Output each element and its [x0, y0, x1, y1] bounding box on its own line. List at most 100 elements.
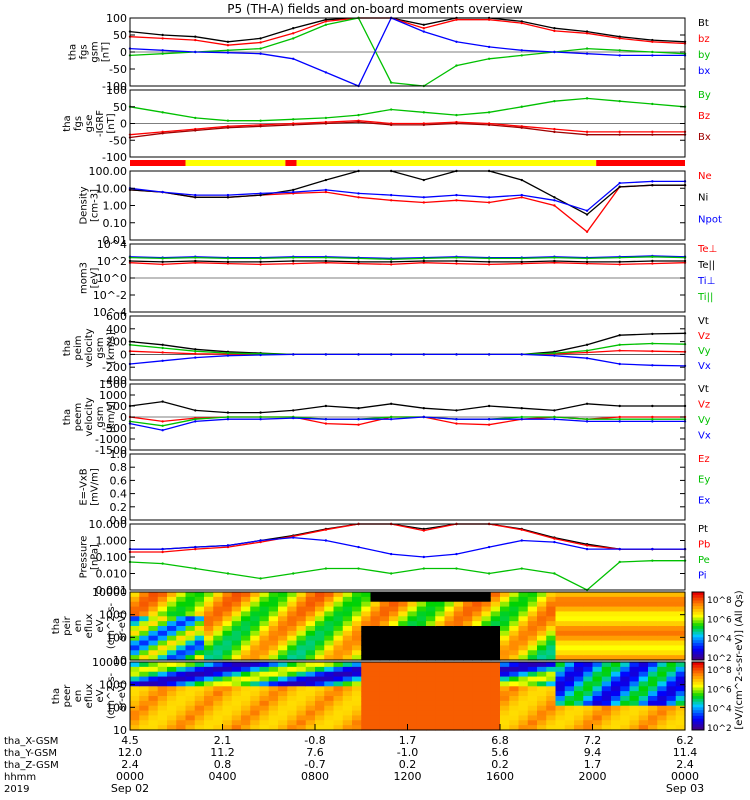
panel-2	[128, 89, 687, 158]
data-point	[520, 178, 523, 182]
spectrogram-cell	[389, 720, 399, 726]
spectrogram-cell	[611, 725, 621, 731]
spectrogram-cell	[305, 662, 316, 668]
spectrogram-cell	[231, 601, 242, 608]
spectrogram-cell	[407, 621, 418, 627]
spectrogram-cell	[139, 592, 150, 598]
spectrogram-cell	[453, 616, 464, 622]
spectrogram-cell	[213, 676, 224, 683]
spectrogram-cell	[389, 596, 399, 603]
spectrogram-cell	[675, 621, 686, 627]
spectrogram-cell	[518, 601, 529, 608]
spectrogram-cell	[361, 626, 372, 632]
spectrogram-cell	[176, 616, 187, 622]
spectrogram-cell	[379, 666, 390, 673]
spectrogram-cell	[666, 696, 677, 702]
spectrogram-cell	[361, 710, 372, 717]
spectrogram-cell	[287, 676, 298, 683]
x-tick-label-x: 6.8	[491, 734, 509, 747]
spectrogram-cell	[148, 606, 159, 613]
spectrogram-cell	[287, 662, 298, 668]
spectrogram-cell	[564, 720, 575, 726]
data-point	[292, 256, 295, 259]
spectrogram-cell	[444, 725, 455, 731]
spectrogram-cell	[222, 715, 233, 721]
legend-entry: Bt	[698, 18, 709, 29]
data-point	[324, 567, 328, 570]
spectrogram-cell	[268, 621, 279, 627]
spectrogram-cell	[222, 686, 233, 692]
data-point	[357, 567, 360, 570]
data-point	[618, 54, 621, 57]
legend-entry: Vt	[698, 316, 709, 327]
spectrogram-cell	[361, 630, 372, 637]
spectrogram-cell	[333, 705, 344, 712]
spectrogram-cell	[389, 630, 399, 637]
spectrogram-cell	[500, 655, 510, 661]
data-point	[226, 119, 230, 122]
series-line-npot	[129, 180, 685, 212]
spectrogram-cell	[583, 671, 594, 678]
spectrogram-cell	[638, 710, 649, 717]
spectrogram-cell	[324, 710, 335, 717]
spectrogram-cell	[601, 671, 612, 678]
spectrogram-cell	[148, 691, 159, 697]
data-point	[520, 528, 523, 531]
spectrogram-cell	[435, 705, 446, 712]
data-point	[487, 263, 491, 266]
spectrogram-cell	[379, 596, 390, 603]
x-tick-label-date: Sep 02	[111, 782, 149, 795]
spectrogram-cell	[194, 655, 205, 661]
data-point	[422, 30, 426, 33]
data-point	[292, 37, 295, 40]
spectrogram-cell	[435, 626, 446, 632]
spectrogram-cell	[574, 705, 584, 712]
data-point	[389, 572, 393, 575]
spectrogram-cell	[296, 621, 307, 627]
spectrogram-cell	[444, 710, 455, 717]
spectrogram-cell	[481, 686, 492, 692]
spectrogram-cell	[324, 715, 335, 721]
spectrogram-cell	[398, 715, 409, 721]
spectrogram-cell	[426, 645, 436, 651]
spectrogram-cell	[657, 611, 668, 617]
data-point	[194, 259, 197, 263]
y-axis-label: gsm	[95, 406, 106, 427]
spectrogram-cell	[241, 671, 251, 678]
spectrogram-cell	[657, 676, 668, 683]
spectrogram-cell	[527, 621, 538, 627]
spectrogram-cell	[426, 611, 436, 617]
spectrogram-cell	[370, 710, 381, 717]
spectrogram-cell	[500, 700, 510, 707]
spectrogram-cell	[481, 655, 492, 661]
spectrogram-cell	[574, 655, 584, 661]
spectrogram-cell	[130, 710, 140, 717]
spectrogram-cell	[481, 650, 492, 656]
spectrogram-cell	[185, 592, 196, 598]
data-point	[226, 418, 230, 421]
spectrogram-cell	[167, 681, 177, 687]
data-point	[618, 185, 621, 189]
x-tick-label-y: 9.4	[584, 746, 602, 759]
spectrogram-cell	[342, 635, 353, 642]
y-axis-label: mom3	[79, 262, 90, 294]
data-point	[618, 334, 621, 337]
spectrogram-cell	[379, 611, 390, 617]
spectrogram-cell	[416, 650, 427, 656]
spectrogram-cell	[592, 662, 603, 668]
spectrogram-cell	[435, 666, 446, 673]
spectrogram-cell	[444, 616, 455, 622]
data-point	[553, 196, 556, 199]
spectrogram-cell	[601, 630, 612, 637]
spectrogram-cell	[130, 705, 140, 712]
spectrogram-cell	[342, 666, 353, 673]
spectrogram-cell	[305, 650, 316, 656]
spectrogram-cell	[315, 596, 325, 603]
spectrogram-cell	[324, 645, 335, 651]
spectrogram-cell	[648, 616, 658, 622]
spectrogram-cell	[231, 621, 242, 627]
data-point	[324, 261, 328, 264]
spectrogram-cell	[167, 596, 177, 603]
data-point	[520, 196, 523, 199]
spectrogram-cell	[453, 681, 464, 687]
